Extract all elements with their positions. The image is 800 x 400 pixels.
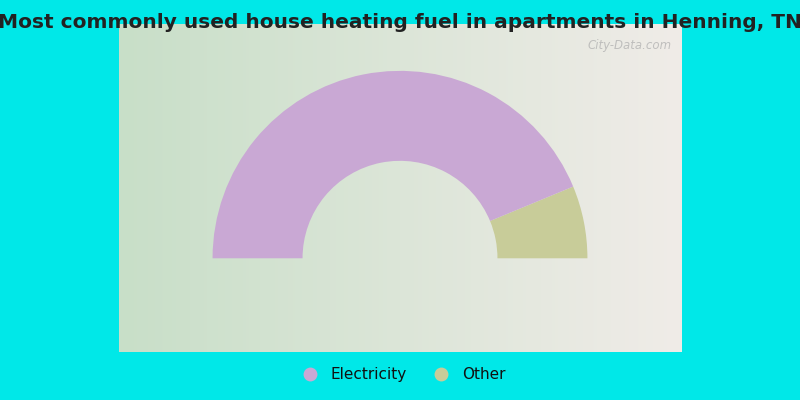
Text: City-Data.com: City-Data.com (588, 39, 672, 52)
Wedge shape (213, 71, 573, 258)
Legend: Electricity, Other: Electricity, Other (288, 361, 512, 388)
Text: Most commonly used house heating fuel in apartments in Henning, TN: Most commonly used house heating fuel in… (0, 12, 800, 32)
Wedge shape (490, 186, 587, 258)
